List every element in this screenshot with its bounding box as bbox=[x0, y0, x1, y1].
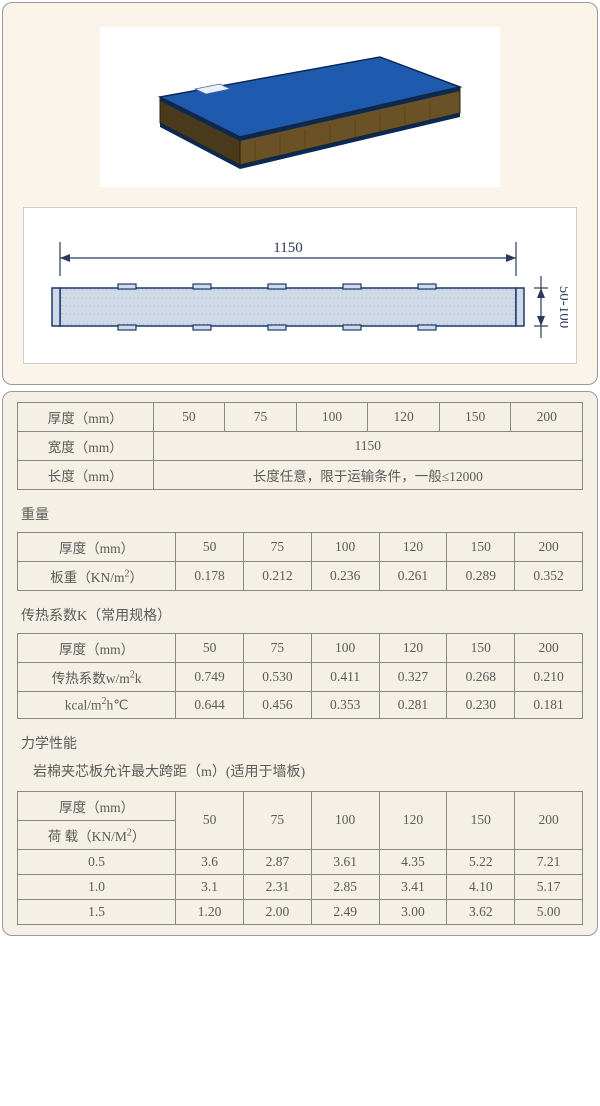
table-row: 宽度（mm） 1150 bbox=[18, 432, 583, 461]
table-row: kcal/m2h℃ 0.6440.4560.353 0.2810.2300.18… bbox=[18, 692, 583, 719]
table-row: 厚度（mm） 5075 100120 150200 bbox=[18, 791, 583, 820]
table-row: 厚度（mm） 5075100 120150200 bbox=[18, 533, 583, 562]
heat-title: 传热系数K（常用规格） bbox=[21, 605, 583, 625]
table-row: 长度（mm） 长度任意，限于运输条件，一般≤12000 bbox=[18, 461, 583, 490]
dimensions-table: 厚度（mm） 5075100 120150200 宽度（mm） 1150 长度（… bbox=[17, 402, 583, 490]
heat-coef-label: 传热系数w/m2k bbox=[18, 663, 176, 692]
product-visual-panel: 1150 bbox=[2, 2, 598, 385]
spec-panel: 厚度（mm） 5075100 120150200 宽度（mm） 1150 长度（… bbox=[2, 391, 598, 936]
weight-title: 重量 bbox=[21, 504, 583, 524]
mech-subtitle: 岩棉夹芯板允许最大跨距（m）(适用于墙板) bbox=[33, 761, 583, 781]
width-dim-label: 1150 bbox=[273, 240, 302, 256]
table-row: 传热系数w/m2k 0.7490.5300.411 0.3270.2680.21… bbox=[18, 663, 583, 692]
table-row: 厚度（mm） 5075100 120150200 bbox=[18, 634, 583, 663]
dim-length-label: 长度（mm） bbox=[18, 461, 154, 490]
mech-table: 厚度（mm） 5075 100120 150200 荷 载（KN/M2） 0.5… bbox=[17, 791, 583, 925]
mech-title: 力学性能 bbox=[21, 733, 583, 753]
cross-section-diagram: 1150 bbox=[48, 232, 568, 352]
mech-load-label: 荷 载（KN/M2） bbox=[18, 820, 176, 849]
product-render-box bbox=[100, 27, 500, 187]
cross-section-box: 1150 bbox=[23, 207, 577, 364]
heat-table: 厚度（mm） 5075100 120150200 传热系数w/m2k 0.749… bbox=[17, 633, 583, 719]
table-row: 0.5 3.62.873.61 4.355.227.21 bbox=[18, 849, 583, 874]
table-row: 厚度（mm） 5075100 120150200 bbox=[18, 403, 583, 432]
table-row: 板重（KN/m2） 0.1780.2120.236 0.2610.2890.35… bbox=[18, 562, 583, 591]
dim-width-label: 宽度（mm） bbox=[18, 432, 154, 461]
weight-table: 厚度（mm） 5075100 120150200 板重（KN/m2） 0.178… bbox=[17, 532, 583, 591]
table-row: 1.0 3.12.312.85 3.414.105.17 bbox=[18, 874, 583, 899]
profile-shape bbox=[52, 284, 524, 330]
height-dim-label: 50-100 bbox=[556, 286, 568, 329]
dim-thickness-label: 厚度（mm） bbox=[18, 403, 154, 432]
sandwich-panel-illustration bbox=[120, 37, 480, 177]
weight-row-label: 板重（KN/m2） bbox=[18, 562, 176, 591]
heat-kcal-label: kcal/m2h℃ bbox=[18, 692, 176, 719]
table-row: 1.5 1.202.002.49 3.003.625.00 bbox=[18, 899, 583, 924]
